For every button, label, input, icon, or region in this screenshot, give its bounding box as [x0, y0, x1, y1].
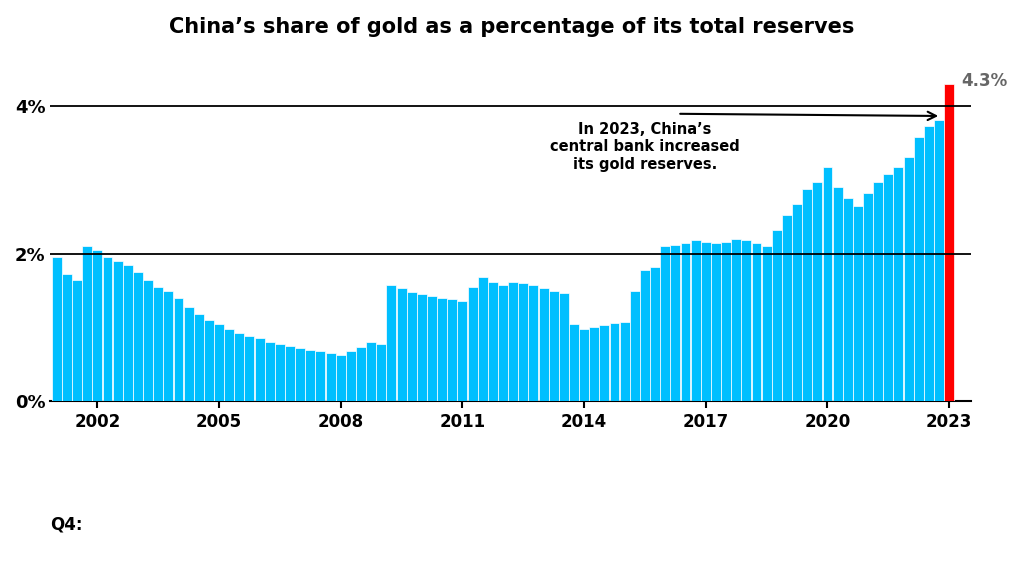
Text: Q4:: Q4: [50, 516, 83, 533]
Bar [295, 348, 305, 401]
Bar [164, 290, 173, 401]
Bar [356, 347, 366, 401]
Bar [589, 327, 599, 401]
Bar [102, 257, 113, 401]
Bar [234, 334, 245, 401]
Bar [853, 206, 863, 401]
Bar [731, 239, 741, 401]
Bar [802, 189, 812, 401]
Bar [154, 287, 163, 401]
Bar [640, 270, 650, 401]
Bar [326, 353, 336, 401]
Bar [377, 344, 386, 401]
Bar [194, 314, 204, 401]
Bar [620, 321, 630, 401]
Bar [793, 204, 802, 401]
Bar [762, 247, 772, 401]
Bar [305, 350, 315, 401]
Bar [224, 329, 234, 401]
Bar [274, 344, 285, 401]
Bar [315, 351, 326, 401]
Bar [782, 215, 792, 401]
Bar [559, 293, 568, 401]
Bar [944, 84, 954, 401]
Bar [681, 242, 690, 401]
Bar [437, 298, 447, 401]
Bar [528, 286, 539, 401]
Bar [265, 342, 274, 401]
Bar [903, 157, 913, 401]
Bar [396, 289, 407, 401]
Bar [62, 274, 72, 401]
Text: In 2023, China’s
central bank increased
its gold reserves.: In 2023, China’s central bank increased … [550, 122, 739, 172]
Bar [609, 323, 620, 401]
Text: China’s share of gold as a percentage of its total reserves: China’s share of gold as a percentage of… [169, 17, 855, 37]
Bar [498, 285, 508, 401]
Bar [447, 300, 458, 401]
Bar [367, 342, 376, 401]
Bar [508, 282, 518, 401]
Bar [630, 290, 640, 401]
Bar [346, 351, 355, 401]
Bar [884, 174, 893, 401]
Bar [690, 241, 700, 401]
Text: 4.3%: 4.3% [962, 71, 1008, 90]
Bar [580, 329, 589, 401]
Bar [741, 241, 752, 401]
Bar [863, 194, 873, 401]
Bar [72, 279, 82, 401]
Bar [833, 187, 843, 401]
Bar [671, 245, 680, 401]
Bar [92, 250, 102, 401]
Bar [772, 230, 781, 401]
Bar [285, 346, 295, 401]
Bar [752, 244, 762, 401]
Bar [183, 307, 194, 401]
Bar [417, 294, 427, 401]
Bar [427, 297, 437, 401]
Bar [873, 182, 883, 401]
Bar [934, 120, 944, 401]
Bar [214, 324, 224, 401]
Bar [539, 287, 549, 401]
Bar [52, 257, 61, 401]
Bar [822, 167, 833, 401]
Bar [255, 339, 264, 401]
Bar [336, 355, 346, 401]
Bar [913, 137, 924, 401]
Bar [721, 242, 731, 401]
Bar [924, 126, 934, 401]
Bar [700, 242, 711, 401]
Bar [143, 279, 153, 401]
Bar [386, 285, 396, 401]
Bar [599, 325, 609, 401]
Bar [569, 324, 579, 401]
Bar [843, 199, 853, 401]
Bar [660, 247, 670, 401]
Bar [711, 244, 721, 401]
Bar [204, 320, 214, 401]
Bar [113, 261, 123, 401]
Bar [82, 247, 92, 401]
Bar [894, 167, 903, 401]
Bar [173, 298, 183, 401]
Bar [812, 181, 822, 401]
Bar [650, 267, 660, 401]
Bar [407, 292, 417, 401]
Bar [133, 272, 143, 401]
Bar [458, 301, 467, 401]
Bar [245, 336, 254, 401]
Bar [549, 290, 559, 401]
Bar [123, 265, 133, 401]
Bar [518, 283, 528, 401]
Bar [478, 277, 487, 401]
Bar [468, 287, 477, 401]
Bar [487, 282, 498, 401]
